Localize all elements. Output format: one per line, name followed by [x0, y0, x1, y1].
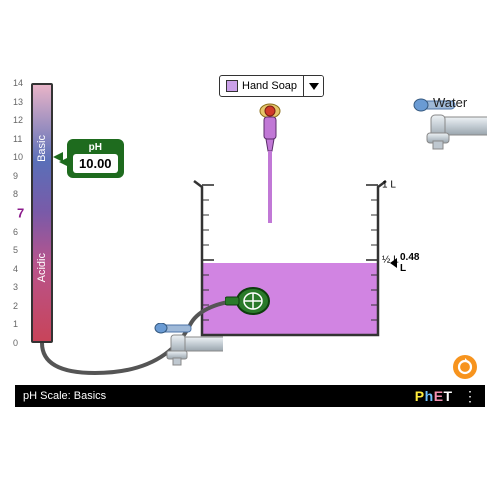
bottom-bar: pH Scale: Basics PhET ⋮ [15, 385, 485, 407]
probe-hose [15, 75, 485, 385]
simulation-stage: Basic Acidic 1413121110986543210 7 pH 10… [15, 75, 485, 385]
sim-title: pH Scale: Basics [23, 390, 106, 402]
drain-knob[interactable] [155, 323, 167, 333]
ph-probe[interactable] [225, 285, 273, 317]
phet-logo[interactable]: PhET ⋮ [415, 388, 477, 404]
reset-icon [456, 358, 474, 376]
drain-faucet[interactable] [143, 323, 223, 373]
phet-menu-icon[interactable]: ⋮ [463, 392, 477, 400]
reset-button[interactable] [453, 355, 477, 379]
